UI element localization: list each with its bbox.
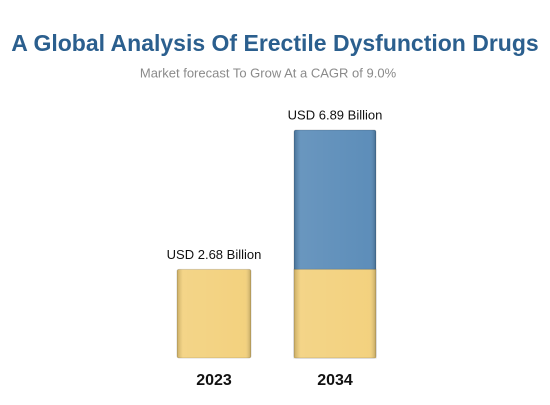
x-tick-label: 2034 bbox=[317, 372, 353, 389]
value-label: USD 6.89 Billion bbox=[288, 107, 383, 122]
x-tick-label: 2023 bbox=[196, 372, 232, 389]
chart-title: A Global Analysis Of Erectile Dysfunctio… bbox=[11, 30, 538, 56]
bar-bevel bbox=[177, 269, 251, 358]
bar-bevel bbox=[294, 130, 376, 358]
chart-subtitle: Market forecast To Grow At a CAGR of 9.0… bbox=[140, 65, 397, 80]
value-label: USD 2.68 Billion bbox=[167, 247, 262, 262]
